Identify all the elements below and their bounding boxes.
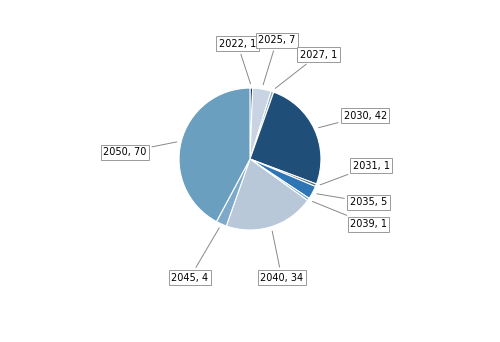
Text: 2031, 1: 2031, 1 — [320, 161, 390, 185]
Wedge shape — [250, 88, 271, 159]
Text: 2045, 4: 2045, 4 — [172, 228, 219, 282]
Text: 2039, 1: 2039, 1 — [312, 201, 387, 229]
Wedge shape — [250, 91, 274, 159]
Wedge shape — [250, 159, 316, 198]
Wedge shape — [216, 159, 250, 226]
Wedge shape — [250, 88, 252, 159]
Wedge shape — [250, 159, 309, 200]
Wedge shape — [226, 159, 308, 230]
Wedge shape — [250, 159, 316, 186]
Wedge shape — [179, 88, 250, 222]
Text: 2050, 70: 2050, 70 — [103, 142, 177, 157]
Text: 2025, 7: 2025, 7 — [258, 36, 296, 85]
Text: 2035, 5: 2035, 5 — [317, 194, 387, 208]
Text: 2040, 34: 2040, 34 — [260, 231, 304, 282]
Text: 2022, 1: 2022, 1 — [219, 39, 256, 84]
Text: 2030, 42: 2030, 42 — [318, 110, 387, 128]
Text: 2027, 1: 2027, 1 — [275, 50, 337, 89]
Wedge shape — [250, 92, 321, 184]
